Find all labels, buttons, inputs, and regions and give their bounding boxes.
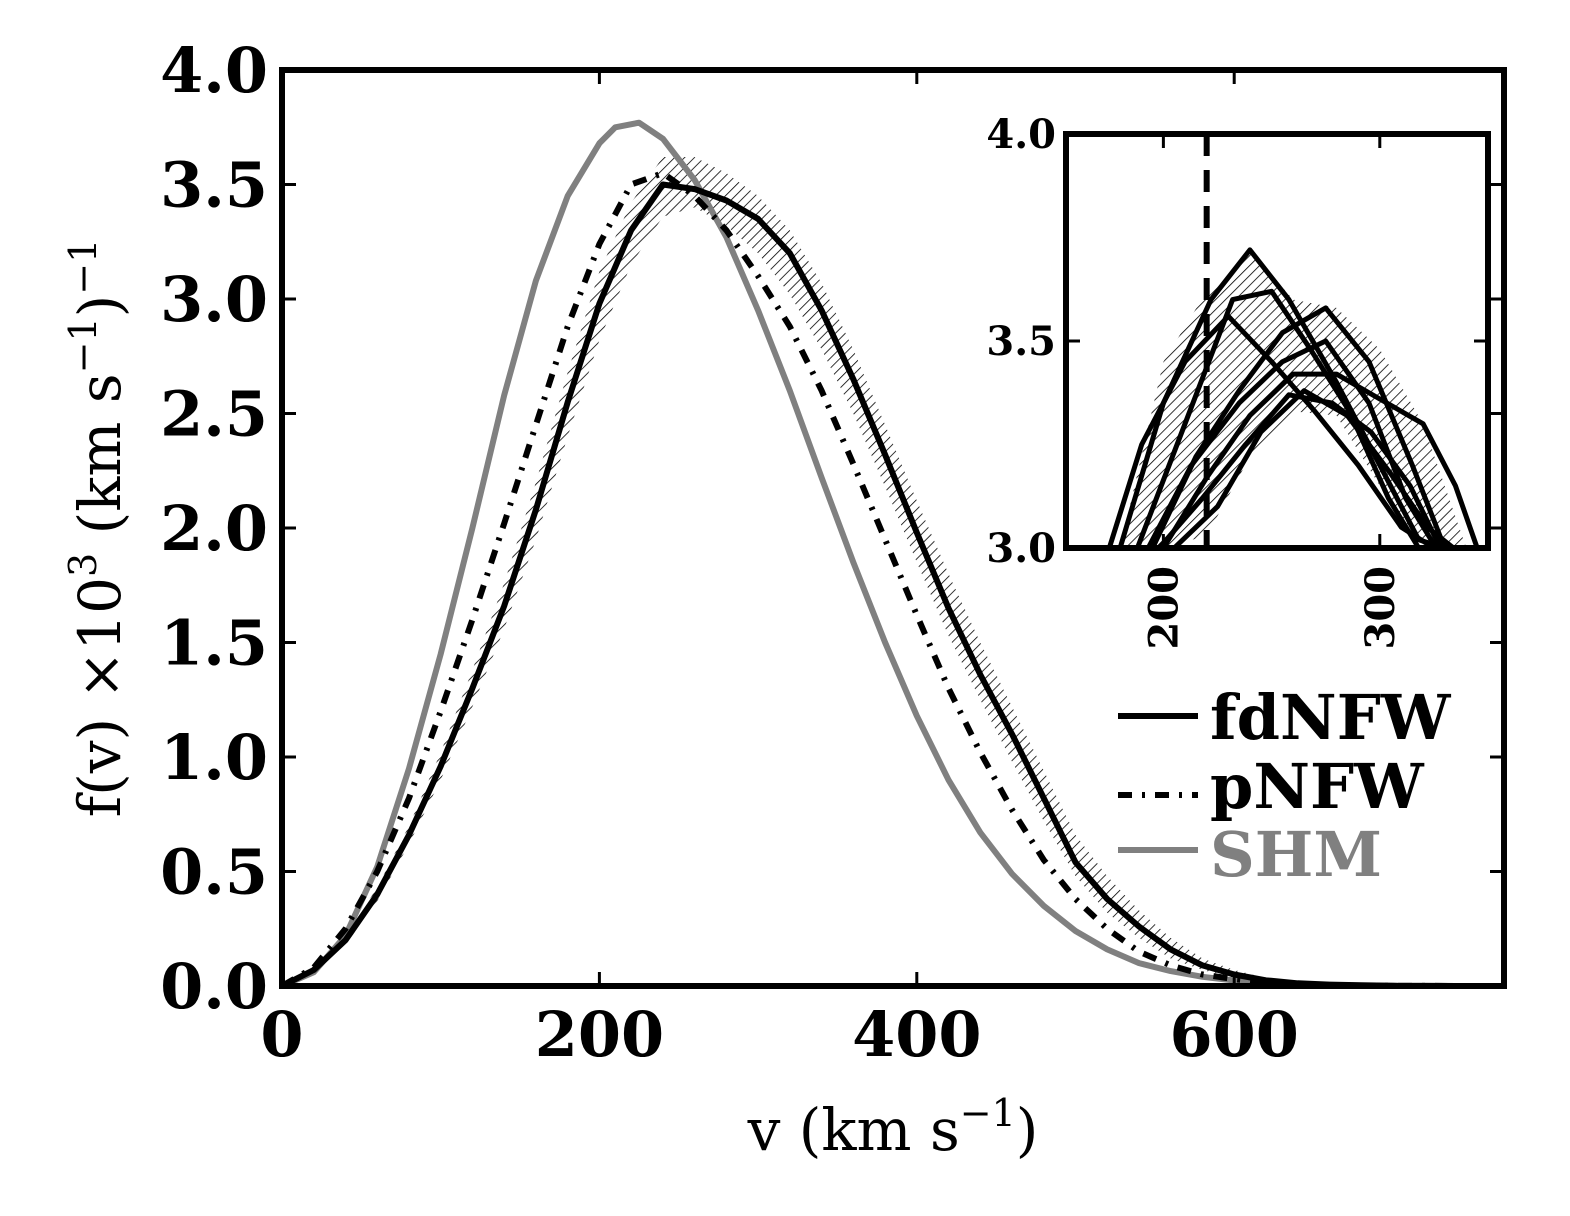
legend-label-pnfw: pNFW: [1210, 750, 1425, 823]
x-axis-title-tail: ): [1016, 1096, 1039, 1164]
series-line-fdnfw: [282, 181, 1504, 986]
fdnfw-uncertainty-band: [282, 157, 1504, 986]
x-tick-label: 0: [260, 998, 303, 1071]
y-tick-label: 0.5: [160, 836, 268, 909]
y-axis-title: f(v) ×103 (km s−1)−1: [61, 239, 134, 818]
inset-series-layer: [1106, 134, 1480, 548]
y-tick-label: 3.0: [160, 263, 268, 336]
y-tick-label: 4.0: [160, 34, 268, 107]
x-tick-label: 400: [852, 998, 981, 1071]
legend-label-shm: SHM: [1210, 818, 1382, 891]
x-tick-label: 600: [1169, 998, 1298, 1071]
x-axis-title: v (km s−1): [747, 1091, 1039, 1164]
inset-y-tick-label: 3.5: [986, 318, 1056, 365]
y-tick-label: 2.5: [160, 378, 268, 451]
inset-y-tick-label: 3.0: [986, 525, 1056, 572]
inset-line-8: [1172, 388, 1455, 548]
y-tick-label: 0.0: [160, 950, 268, 1023]
fdnfw-band: [282, 157, 1504, 986]
y-axis-title-tail: ): [66, 295, 134, 318]
main-tick-labels: 0 200 400 600 0.0 0.5 1.0 1.5 2.0 2.5 3.0 3.5 4.0: [160, 34, 1299, 1071]
legend: fdNFW pNFW SHM: [1118, 681, 1452, 891]
inset-tick-labels: 200 300 3.0 3.5 4.0: [986, 111, 1403, 650]
x-tick-label: 200: [535, 998, 664, 1071]
inset-x-tick-label: 200: [1140, 566, 1187, 650]
y-tick-label: 2.0: [160, 492, 268, 565]
inset-plot-frame: [1063, 131, 1491, 551]
inset-line-4: [1150, 305, 1467, 548]
inset-line-5: [1161, 371, 1480, 548]
y-axis-title-mid: (km s: [66, 373, 134, 552]
inset-x-tick-label: 300: [1357, 566, 1404, 650]
inset-line-2: [1117, 247, 1446, 548]
y-axis-title-sup3: −1: [61, 239, 105, 295]
y-axis-title-sup1: 3: [61, 553, 105, 577]
x-axis-title-sup: −1: [960, 1091, 1016, 1135]
main-plot-frame: [279, 67, 1507, 989]
inset-line-1: [1106, 313, 1436, 548]
inset-y-tick-label: 4.0: [986, 111, 1056, 158]
legend-label-fdnfw: fdNFW: [1210, 681, 1452, 754]
y-axis-title-sup2: −1: [61, 317, 105, 373]
y-tick-label: 1.0: [160, 721, 268, 794]
y-axis-title-main: f(v) ×10: [66, 577, 134, 817]
x-axis-title-main: v (km s: [747, 1096, 960, 1164]
inset-line-6: [1157, 392, 1443, 548]
y-tick-label: 3.5: [160, 149, 268, 222]
y-tick-label: 1.5: [160, 607, 268, 680]
